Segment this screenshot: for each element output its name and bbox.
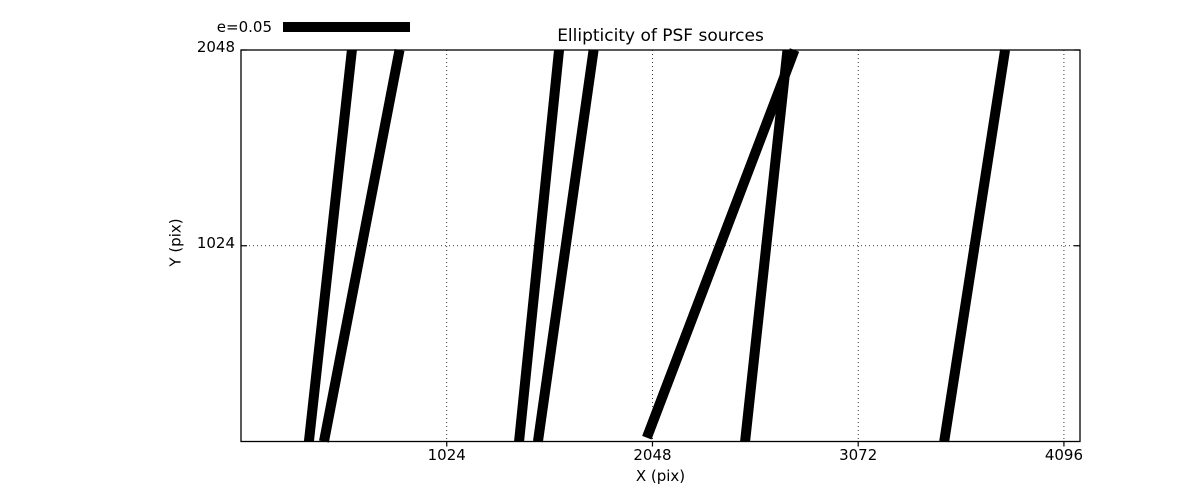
x-tick-label: 1024 (427, 446, 466, 464)
ellipticity-whisker (532, 49, 599, 443)
ellipticity-whisker (939, 49, 1011, 443)
ellipticity-whisker (319, 49, 405, 443)
y-tick-label: 2048 (196, 38, 235, 56)
ellipticity-whisker (642, 48, 800, 440)
ellipticity-whisker (740, 49, 793, 443)
x-tick-label: 2048 (633, 446, 672, 464)
legend-line-sample (283, 22, 410, 32)
x-axis-label: X (pix) (635, 467, 686, 485)
ellipticity-whisker (514, 49, 565, 443)
ellipticity-whisker (303, 49, 357, 443)
plot-title: Ellipticity of PSF sources (557, 26, 764, 46)
legend-label: e=0.05 (216, 18, 272, 36)
x-tick-label: 3072 (839, 446, 878, 464)
x-tick-label: 4096 (1044, 446, 1084, 464)
y-tick-label: 1024 (196, 233, 235, 252)
y-axis-label: Y (pix) (166, 218, 185, 267)
